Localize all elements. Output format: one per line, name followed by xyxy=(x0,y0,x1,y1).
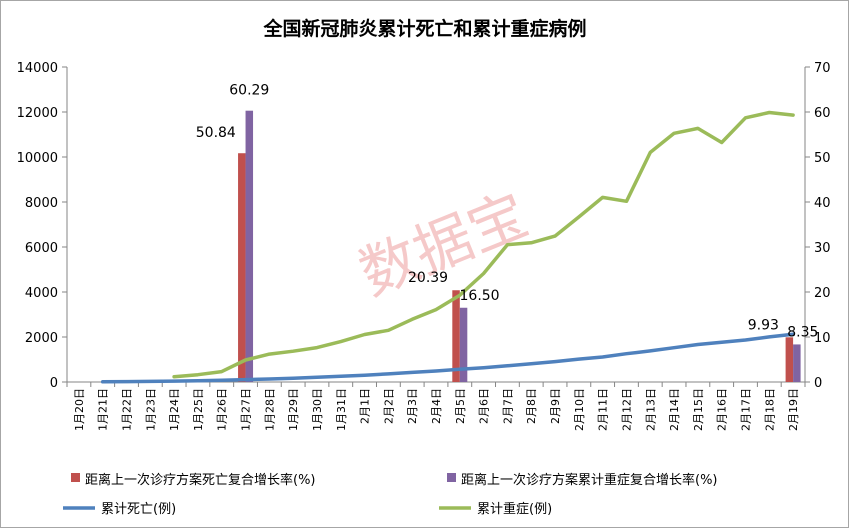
bar xyxy=(459,307,468,382)
y-left-tick-label: 4000 xyxy=(25,286,58,301)
legend-label: 累计重症(例) xyxy=(477,501,552,517)
y-left-tick-label: 10000 xyxy=(17,151,58,166)
y-right-tick-label: 70 xyxy=(814,61,831,76)
bar xyxy=(785,337,794,382)
y-right-tick-label: 10 xyxy=(814,331,831,346)
bar xyxy=(452,290,460,382)
x-tick-label: 2月19日 xyxy=(787,388,800,431)
y-right-tick-label: 40 xyxy=(814,196,831,211)
x-tick-label: 1月27日 xyxy=(240,388,253,431)
data-label: 8.35 xyxy=(787,324,818,340)
y-left-tick-label: 0 xyxy=(50,376,58,391)
data-label: 20.39 xyxy=(408,270,448,286)
legend-label: 距离上一次诊疗方案死亡复合增长率(%) xyxy=(85,472,316,488)
y-left-tick-label: 6000 xyxy=(25,241,58,256)
x-tick-label: 1月29日 xyxy=(287,388,300,431)
x-tick-label: 1月21日 xyxy=(97,388,110,431)
y-right-tick-label: 0 xyxy=(814,376,822,391)
y-right-tick-label: 50 xyxy=(814,151,831,166)
bar xyxy=(238,153,246,382)
data-label: 16.50 xyxy=(460,288,500,304)
x-tick-label: 1月23日 xyxy=(144,388,157,431)
data-label: 9.93 xyxy=(748,317,779,333)
y-right-tick-label: 20 xyxy=(814,286,831,301)
bar xyxy=(245,110,254,382)
y-right-tick-label: 30 xyxy=(814,241,831,256)
x-tick-label: 1月24日 xyxy=(168,388,181,431)
data-label: 50.84 xyxy=(196,125,236,141)
data-label: 60.29 xyxy=(229,83,269,99)
y-left-tick-label: 2000 xyxy=(25,331,58,346)
x-tick-label: 1月28日 xyxy=(263,388,276,431)
series-line xyxy=(172,110,795,379)
x-tick-label: 2月16日 xyxy=(716,388,729,431)
legend-swatch xyxy=(447,473,456,482)
x-tick-label: 2月12日 xyxy=(620,388,633,431)
x-tick-label: 2月18日 xyxy=(763,388,776,431)
legend: 距离上一次诊疗方案死亡复合增长率(%) 距离上一次诊疗方案累计重症复合增长率(%)… xyxy=(63,472,718,517)
x-tick-label: 2月15日 xyxy=(692,388,705,431)
x-tick-label: 1月26日 xyxy=(216,388,229,431)
x-tick-label: 2月14日 xyxy=(668,388,681,431)
x-tick-label: 2月7日 xyxy=(501,388,514,424)
x-tick-label: 2月2日 xyxy=(382,388,395,424)
x-tick-label: 2月1日 xyxy=(359,388,372,424)
x-tick-label: 2月5日 xyxy=(454,388,467,424)
legend-swatch xyxy=(71,473,80,482)
y-left-tick-label: 12000 xyxy=(17,106,58,121)
bars-layer xyxy=(238,110,801,382)
x-tick-label: 2月17日 xyxy=(739,388,752,431)
x-tick-label: 2月11日 xyxy=(597,388,610,431)
series-line xyxy=(100,332,795,384)
x-tick-label: 2月8日 xyxy=(525,388,538,424)
lines-layer xyxy=(100,110,795,384)
y-left-tick-label: 8000 xyxy=(25,196,58,211)
x-tick-label: 2月10日 xyxy=(573,388,586,431)
x-tick-label: 1月20日 xyxy=(73,388,86,431)
x-tick-label: 1月30日 xyxy=(311,388,324,431)
x-tick-label: 1月31日 xyxy=(335,388,348,431)
data-labels-layer: 50.84 20.39 9.93 60.29 16.50 8.35 xyxy=(196,83,819,341)
x-tick-label: 2月9日 xyxy=(549,388,562,424)
x-tick-label: 1月25日 xyxy=(192,388,205,431)
legend-label: 距离上一次诊疗方案累计重症复合增长率(%) xyxy=(461,472,718,488)
chart-title: 全国新冠肺炎累计死亡和累计重症病例 xyxy=(262,17,586,40)
bar xyxy=(793,344,801,382)
y-left-tick-label: 14000 xyxy=(17,61,58,76)
y-right-tick-label: 60 xyxy=(814,106,831,121)
x-tick-label: 2月4日 xyxy=(430,388,443,424)
x-tick-label: 2月13日 xyxy=(644,388,657,431)
x-tick-label: 2月3日 xyxy=(406,388,419,424)
x-tick-label: 1月22日 xyxy=(121,388,134,431)
legend-label: 累计死亡(例) xyxy=(101,502,176,517)
x-tick-label: 2月6日 xyxy=(478,388,491,424)
